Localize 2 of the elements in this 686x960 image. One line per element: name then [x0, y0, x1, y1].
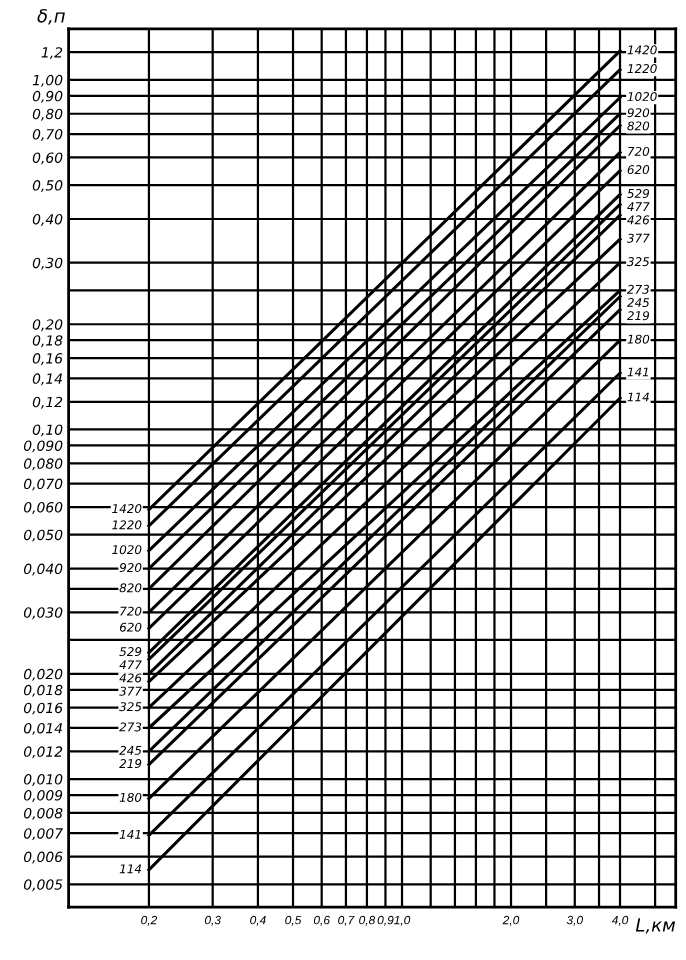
y-axis-title: δ,п [37, 9, 65, 25]
x-axis-title: L,км [635, 918, 676, 934]
